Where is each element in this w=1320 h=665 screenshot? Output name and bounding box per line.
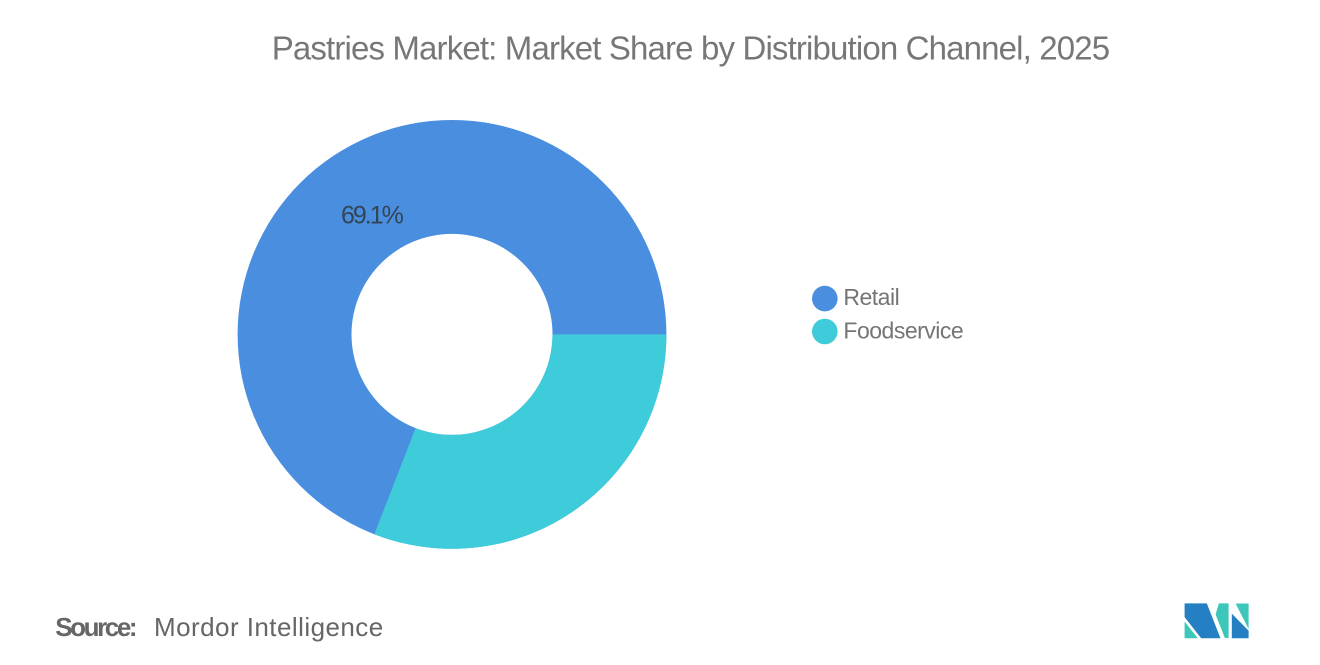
svg-text:Source:: Source: (55, 612, 136, 642)
svg-text:69.1%: 69.1% (341, 201, 404, 229)
svg-text:Foodservice: Foodservice (843, 318, 963, 344)
svg-text:Pastries Market: Market Share: Pastries Market: Market Share by Distrib… (272, 30, 1110, 67)
svg-text:Mordor Intelligence: Mordor Intelligence (154, 612, 384, 642)
svg-text:Retail: Retail (843, 284, 899, 310)
